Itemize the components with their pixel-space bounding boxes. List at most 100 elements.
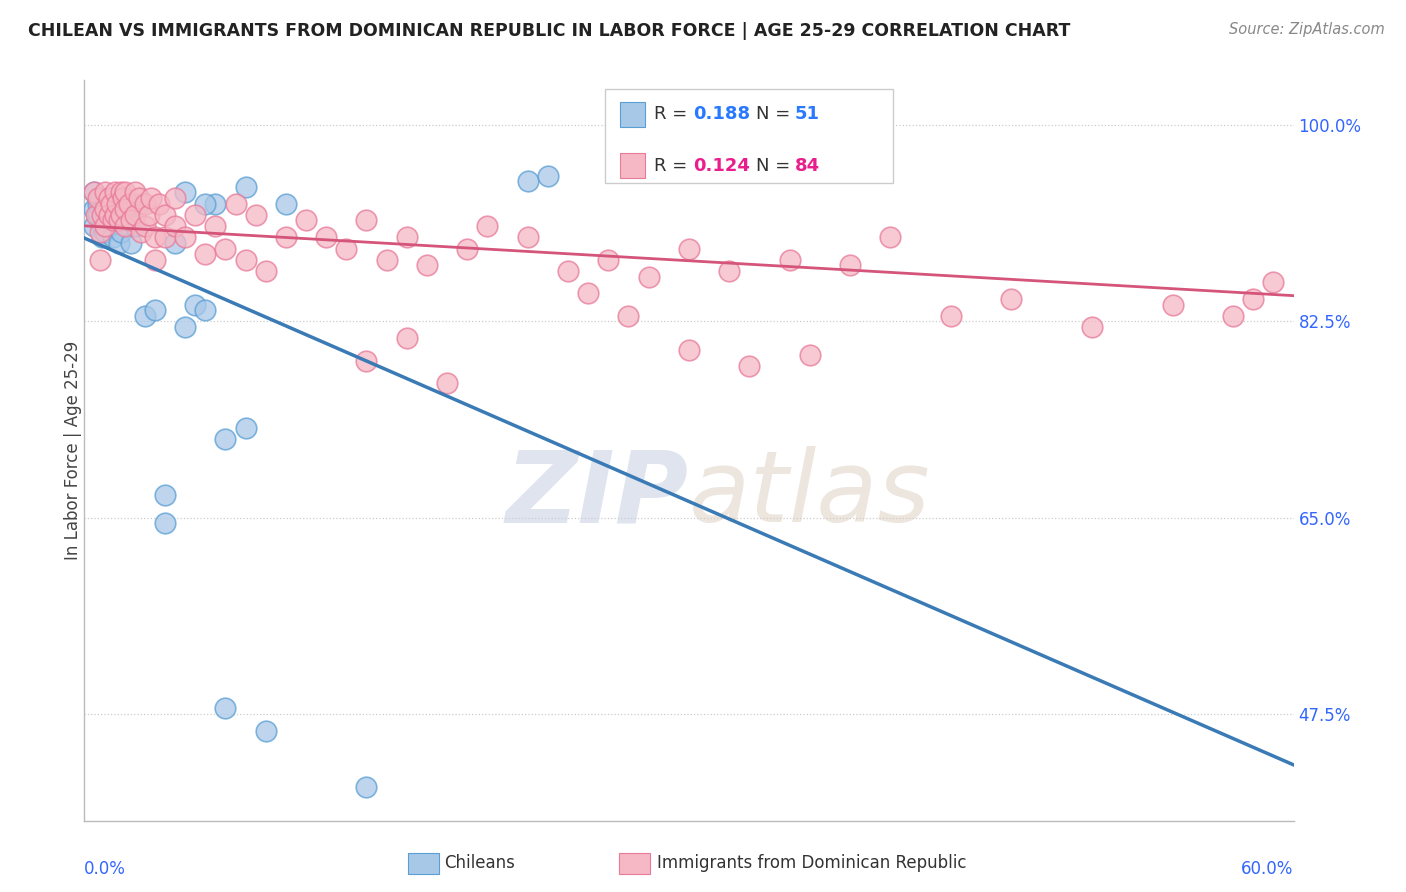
Point	[939, 309, 962, 323]
Text: atlas: atlas	[689, 446, 931, 543]
Point	[174, 186, 197, 200]
Point	[101, 213, 124, 227]
Point	[738, 359, 761, 374]
Point	[97, 191, 120, 205]
Point	[128, 191, 150, 205]
Point	[93, 196, 115, 211]
Point	[576, 286, 599, 301]
Point	[254, 264, 277, 278]
Point	[537, 169, 560, 183]
Point	[153, 230, 176, 244]
Point	[245, 208, 267, 222]
Point	[97, 208, 120, 222]
Text: 0.0%: 0.0%	[84, 860, 127, 878]
Text: 51: 51	[794, 105, 820, 123]
Point	[83, 202, 105, 217]
Point	[89, 225, 111, 239]
Text: Source: ZipAtlas.com: Source: ZipAtlas.com	[1229, 22, 1385, 37]
Point	[214, 701, 236, 715]
Point	[779, 252, 801, 267]
Point	[134, 196, 156, 211]
Point	[91, 230, 114, 244]
Point	[110, 208, 132, 222]
Point	[235, 252, 257, 267]
Point	[1263, 275, 1285, 289]
Point	[718, 264, 741, 278]
Point	[114, 186, 136, 200]
Point	[87, 208, 110, 222]
Point	[678, 242, 700, 256]
Point	[134, 309, 156, 323]
Point	[111, 191, 134, 205]
Point	[110, 208, 132, 222]
Point	[315, 230, 337, 244]
Point	[174, 320, 197, 334]
Text: Immigrants from Dominican Republic: Immigrants from Dominican Republic	[657, 855, 966, 872]
Point	[395, 331, 418, 345]
Point	[91, 208, 114, 222]
Point	[184, 208, 207, 222]
Point	[97, 191, 120, 205]
Point	[114, 196, 136, 211]
Point	[416, 259, 439, 273]
Point	[225, 196, 247, 211]
Point	[91, 219, 114, 233]
Point	[174, 230, 197, 244]
Text: 60.0%: 60.0%	[1241, 860, 1294, 878]
Point	[184, 298, 207, 312]
Text: R =: R =	[654, 105, 693, 123]
Point	[104, 208, 127, 222]
Point	[194, 247, 217, 261]
Point	[89, 252, 111, 267]
Point	[617, 309, 640, 323]
Point	[118, 196, 141, 211]
Point	[107, 235, 129, 250]
Point	[87, 196, 110, 211]
Point	[111, 191, 134, 205]
Point	[557, 264, 579, 278]
Text: 0.188: 0.188	[693, 105, 751, 123]
Point	[395, 230, 418, 244]
Point	[134, 219, 156, 233]
Point	[100, 196, 122, 211]
Text: ZIP: ZIP	[506, 446, 689, 543]
Point	[598, 252, 620, 267]
Point	[165, 191, 187, 205]
Point	[194, 303, 217, 318]
Point	[165, 235, 187, 250]
Point	[194, 196, 217, 211]
Point	[89, 191, 111, 205]
Text: R =: R =	[654, 157, 693, 175]
Point	[138, 208, 160, 222]
Point	[516, 230, 538, 244]
Point	[214, 432, 236, 446]
Y-axis label: In Labor Force | Age 25-29: In Labor Force | Age 25-29	[65, 341, 82, 560]
Point	[356, 353, 378, 368]
Point	[93, 219, 115, 233]
Point	[115, 213, 138, 227]
Point	[1222, 309, 1244, 323]
Point	[101, 230, 124, 244]
Point	[110, 225, 132, 239]
Point	[148, 196, 170, 211]
Point	[105, 196, 128, 211]
Point	[104, 208, 127, 222]
Point	[1000, 292, 1022, 306]
Point	[1161, 298, 1184, 312]
Point	[93, 186, 115, 200]
Point	[214, 242, 236, 256]
Point	[86, 208, 108, 222]
Point	[107, 213, 129, 227]
Text: 0.124: 0.124	[693, 157, 749, 175]
Point	[477, 219, 499, 233]
Point	[93, 225, 115, 239]
Point	[83, 186, 105, 200]
Point	[139, 191, 162, 205]
Point	[104, 186, 127, 200]
Point	[143, 252, 166, 267]
Point	[143, 230, 166, 244]
Point	[105, 213, 128, 227]
Point	[111, 208, 134, 222]
Point	[254, 723, 277, 738]
Point	[124, 186, 146, 200]
